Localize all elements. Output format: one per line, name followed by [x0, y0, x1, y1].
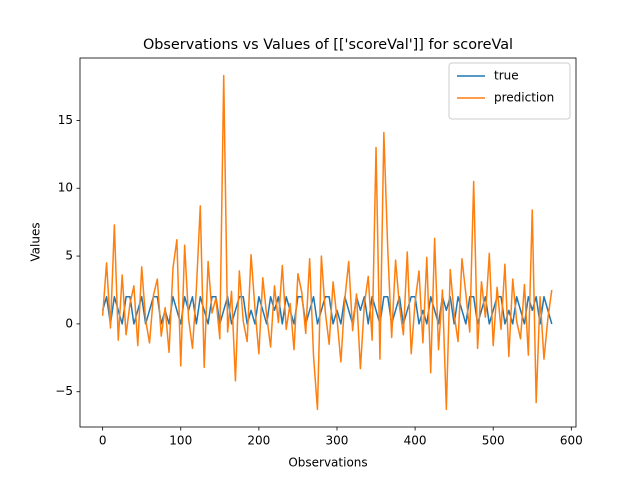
x-tick-label: 500 [482, 434, 505, 448]
series-line [101, 74, 553, 411]
x-tick-label: 0 [99, 434, 107, 448]
chart-title: Observations vs Values of [['scoreVal']]… [143, 37, 513, 53]
x-tick-label: 400 [404, 434, 427, 448]
legend-label: true [494, 69, 519, 83]
x-tick-label: 100 [169, 434, 192, 448]
y-tick-label: 0 [65, 316, 73, 330]
y-tick-label: 5 [65, 249, 73, 263]
plot-frame [79, 57, 577, 428]
y-tick-label: −5 [55, 384, 73, 398]
x-tick-label: 300 [326, 434, 349, 448]
y-axis-label: Values [29, 222, 43, 261]
legend-label: prediction [494, 91, 554, 105]
y-tick-label: 15 [58, 113, 73, 127]
x-tick-label: 600 [560, 434, 583, 448]
legend-box [448, 62, 571, 120]
y-tick-label: 10 [58, 181, 73, 195]
x-tick-label: 200 [247, 434, 270, 448]
x-axis-label: Observations [288, 456, 367, 470]
